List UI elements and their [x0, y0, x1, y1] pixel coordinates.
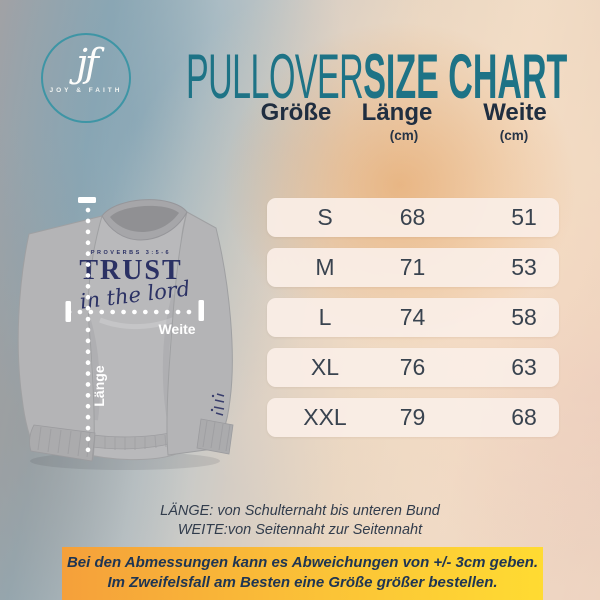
length-label: Länge	[91, 365, 107, 406]
table-row: L 74 58	[267, 298, 559, 337]
column-unit-weite: (cm)	[499, 128, 529, 143]
column-header-weite: Weite	[483, 99, 547, 126]
table-row: S 68 51	[267, 198, 559, 237]
cell-size: L	[318, 304, 332, 330]
column-header-groesse: Größe	[260, 99, 332, 126]
page-title-bold: SIZE CHART	[363, 42, 568, 112]
width-label: Weite	[158, 321, 195, 337]
print-main: TRUST	[79, 255, 182, 286]
cell-size: XXL	[303, 404, 347, 430]
page-title-light: PULLOVER	[186, 42, 364, 112]
left-sleeve	[17, 215, 103, 460]
tolerance-banner: Bei den Abmessungen kann es Abweichungen…	[62, 547, 543, 600]
banner-line-2: Im Zweifelsfall am Besten eine Größe grö…	[107, 573, 498, 591]
banner-line-1: Bei den Abmessungen kann es Abweichungen…	[66, 554, 539, 571]
left-cuff-ribbing	[37, 426, 91, 458]
cell-weite: 68	[511, 404, 537, 430]
legend-line-laenge: LÄNGE: von Schulternaht bis unteren Bund	[160, 503, 440, 519]
cell-size: XL	[310, 354, 340, 380]
measurement-legend: LÄNGE: von Schulternaht bis unteren Bund…	[0, 502, 600, 540]
cell-weite: 63	[511, 354, 537, 380]
print-verse: PROVERBS 3:5-6	[91, 250, 171, 256]
right-sleeve	[166, 211, 233, 456]
cell-laenge: 79	[399, 404, 426, 430]
cell-laenge: 68	[399, 204, 426, 230]
column-unit-laenge: (cm)	[389, 128, 419, 143]
brand-initials: jf	[76, 41, 99, 85]
cell-laenge: 76	[399, 354, 426, 380]
cell-weite: 58	[511, 304, 537, 330]
cell-size: S	[317, 204, 333, 230]
cell-laenge: 71	[399, 254, 426, 280]
cell-weite: 51	[511, 204, 537, 230]
brand-logo: jf JOY & FAITH	[41, 33, 131, 123]
cell-weite: 53	[511, 254, 537, 280]
width-line-right-cap	[198, 300, 204, 321]
brand-name: JOY & FAITH	[49, 87, 123, 94]
cell-laenge: 74	[399, 304, 426, 330]
table-row: XXL 79 68	[267, 398, 559, 437]
legend-line-weite: WEITE:von Seitennaht zur Seitennaht	[177, 522, 423, 538]
collar-opening	[110, 205, 179, 232]
table-row: M 71 53	[267, 248, 559, 287]
sleeve-print	[210, 393, 225, 416]
sweatshirt-image: PROVERBS 3:5-6 TRUST in the lord Weite L…	[17, 197, 234, 470]
measurement-overlay: Weite Länge	[65, 197, 204, 453]
cell-size: M	[315, 254, 335, 280]
right-cuff-ribbing	[202, 420, 231, 452]
table-row: XL 76 63	[267, 348, 559, 387]
column-header-laenge: Länge	[361, 99, 433, 126]
page-title: PULLOVERSIZE CHART	[186, 46, 567, 109]
length-line-top-cap	[78, 197, 96, 203]
